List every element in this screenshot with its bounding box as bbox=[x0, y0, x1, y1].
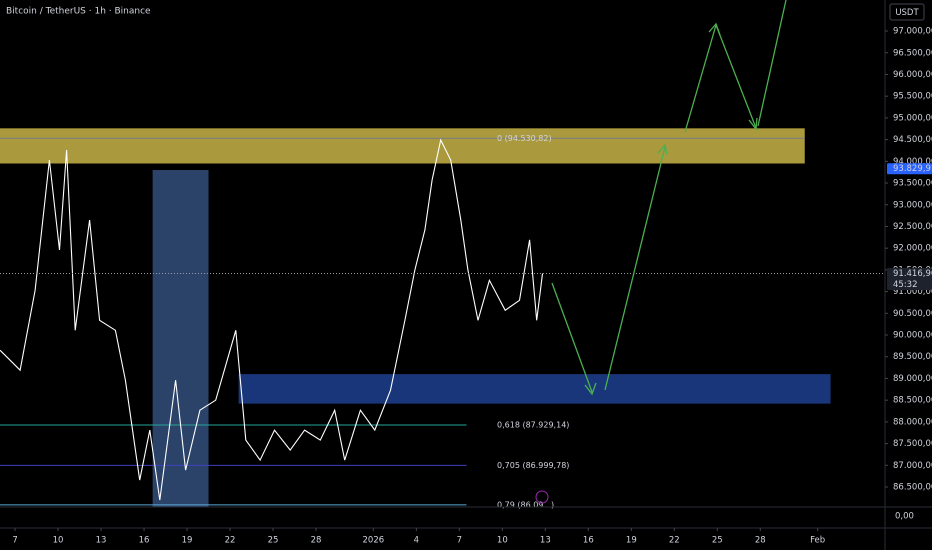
countdown: 45:32 bbox=[893, 280, 918, 290]
x-tick-label: 25 bbox=[712, 536, 723, 546]
x-tick-label: 19 bbox=[626, 536, 637, 546]
x-tick-label: 4 bbox=[414, 536, 419, 546]
x-tick-label: 25 bbox=[268, 536, 279, 546]
arrow bbox=[551, 282, 593, 393]
y-tick-label: 96.000,00 bbox=[893, 70, 932, 80]
price-tag bbox=[887, 163, 932, 175]
price-line bbox=[0, 138, 544, 501]
zone bbox=[238, 374, 831, 404]
x-tick-label: 10 bbox=[497, 536, 508, 546]
fib-label: 0,79 (86.09...) bbox=[497, 500, 554, 509]
fib-label: 0 (94.530,82) bbox=[497, 134, 552, 143]
y-tick-label: 86.500,00 bbox=[893, 483, 932, 493]
y-tick-label: 87.000,00 bbox=[893, 461, 932, 471]
y-tick-label: 90.000,00 bbox=[893, 331, 932, 341]
arrow-head bbox=[708, 22, 721, 36]
y-tick-label: 95.000,00 bbox=[893, 113, 932, 123]
arrow-head bbox=[748, 117, 758, 131]
plot-area: 0 (94.530,82) 0,618 (87.929,14) 0,705 (86.… bbox=[0, 128, 885, 509]
x-tick-label: 22 bbox=[669, 536, 680, 546]
y-tick-label: 87.500,00 bbox=[893, 439, 932, 449]
y-tick-label: 88.000,00 bbox=[893, 417, 932, 427]
arrow-head bbox=[657, 143, 668, 156]
forecast-arrows bbox=[551, 0, 787, 396]
x-tick-label: 28 bbox=[755, 536, 766, 546]
lower-pane-value: 0,00 bbox=[895, 512, 914, 522]
zone bbox=[152, 170, 209, 507]
x-tick-label: 16 bbox=[583, 536, 594, 546]
y-tick-label: 97.000,00 bbox=[893, 27, 932, 37]
x-tick-label: 13 bbox=[96, 536, 107, 546]
arrow bbox=[757, 0, 787, 127]
arrow bbox=[604, 146, 666, 391]
chart-title: Bitcoin / TetherUS · 1h · Binance bbox=[6, 7, 151, 17]
y-tick-label: 93.500,00 bbox=[893, 179, 932, 189]
x-tick-label: Feb bbox=[810, 536, 825, 546]
y-tick-label: 91.000,00 bbox=[893, 287, 932, 297]
x-tick-label: 16 bbox=[139, 536, 150, 546]
y-tick-label: 93.000,00 bbox=[893, 200, 932, 210]
event-icon[interactable] bbox=[535, 490, 549, 504]
currency-box[interactable] bbox=[889, 3, 925, 21]
y-tick-label: 90.500,00 bbox=[893, 309, 932, 319]
x-tick-label: 22 bbox=[225, 536, 236, 546]
price-tag-label: 91.416,96 bbox=[893, 269, 932, 279]
y-tick-label: 89.500,00 bbox=[893, 352, 932, 362]
y-tick-label: 92.000,00 bbox=[893, 244, 932, 254]
zone bbox=[0, 128, 805, 164]
x-tick-label: 7 bbox=[12, 536, 17, 546]
y-tick-label: 89.000,00 bbox=[893, 374, 932, 384]
price-tag-label: 93.829,91 bbox=[893, 164, 932, 174]
fib-label: 0,705 (86.999,78) bbox=[497, 461, 569, 470]
x-tick-label: 28 bbox=[311, 536, 322, 546]
price-tag bbox=[887, 267, 932, 290]
y-tick-label: 92.500,00 bbox=[893, 222, 932, 232]
x-tick-label: 2026 bbox=[363, 536, 385, 546]
x-tick-label: 13 bbox=[540, 536, 551, 546]
arrow-head bbox=[584, 382, 597, 396]
x-tick-label: 7 bbox=[457, 536, 462, 546]
x-tick-label: 10 bbox=[53, 536, 64, 546]
fib-label: 0,618 (87.929,14) bbox=[497, 420, 569, 429]
y-tick-label: 96.500,00 bbox=[893, 48, 932, 58]
x-tick-label: 19 bbox=[182, 536, 193, 546]
y-tick-label: 88.500,00 bbox=[893, 396, 932, 406]
currency-label[interactable]: USDT bbox=[895, 8, 919, 18]
y-tick-label: 94.500,00 bbox=[893, 135, 932, 145]
y-tick-label: 94.000,00 bbox=[893, 157, 932, 167]
y-tick-label: 95.500,00 bbox=[893, 92, 932, 102]
